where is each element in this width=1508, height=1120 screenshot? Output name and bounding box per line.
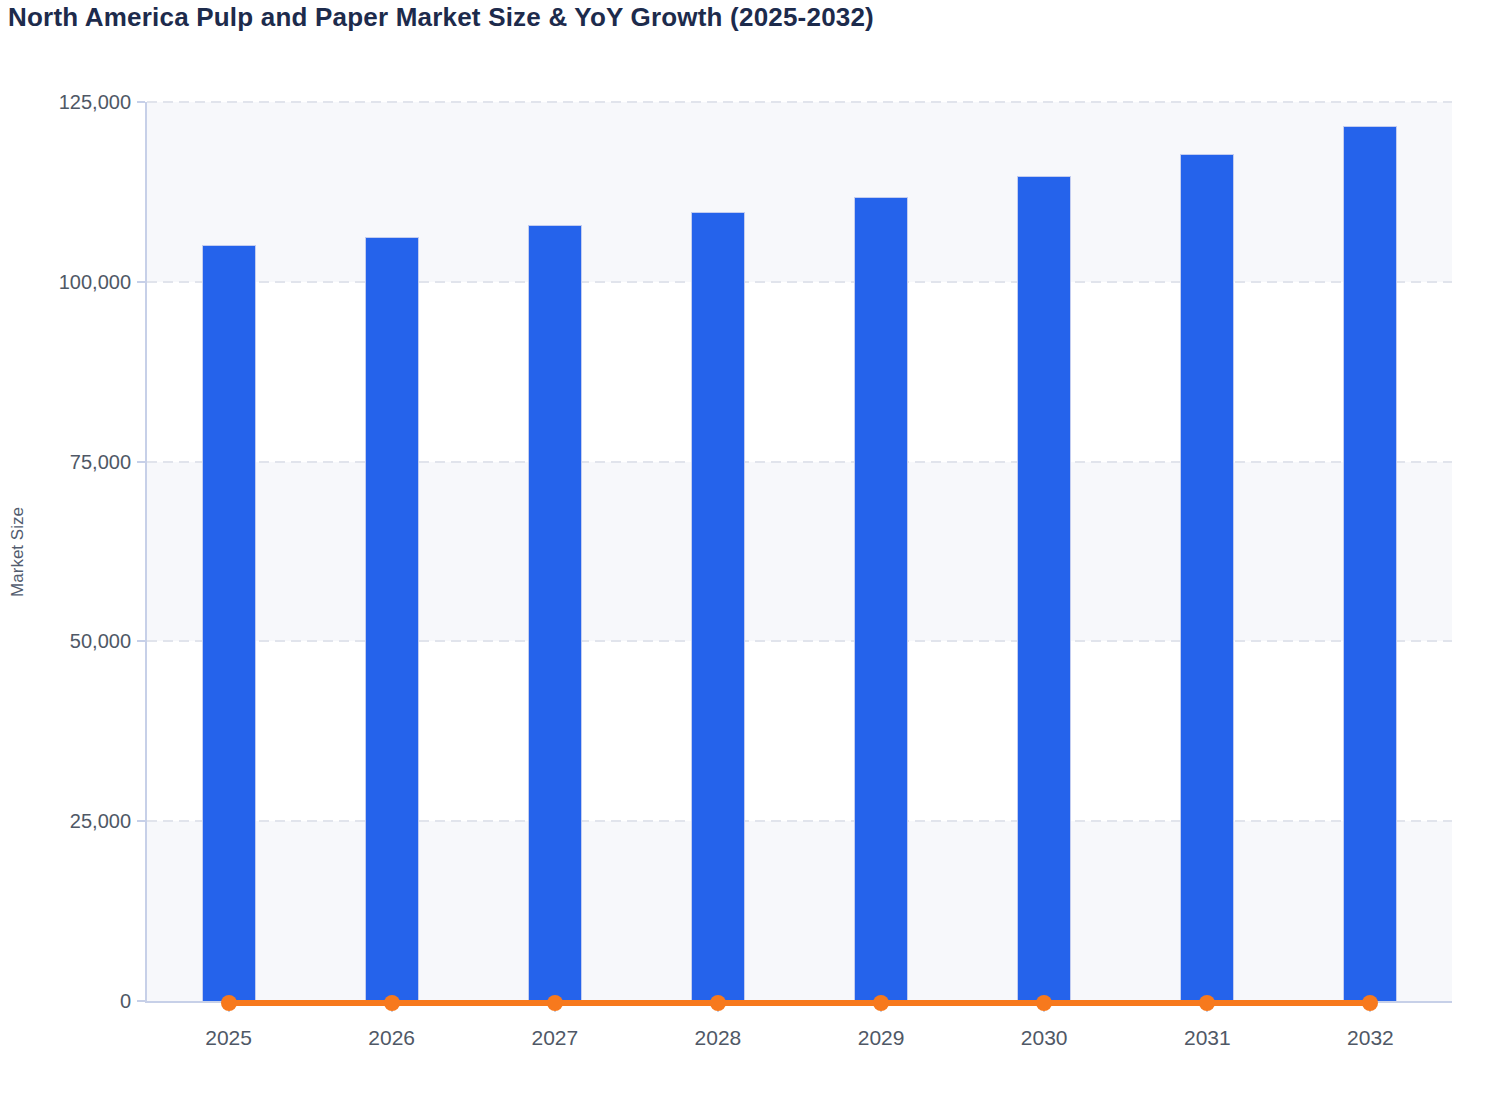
gridline: [147, 461, 1452, 463]
yoy-marker[interactable]: [710, 995, 726, 1011]
bar[interactable]: [1017, 176, 1071, 1001]
y-tick-mark: [137, 820, 145, 822]
bar[interactable]: [691, 212, 745, 1001]
y-axis-title: Market Size: [8, 507, 28, 597]
y-tick-mark: [137, 640, 145, 642]
gridline: [147, 640, 1452, 642]
x-tick-label: 2026: [332, 1026, 452, 1050]
x-tick-label: 2025: [169, 1026, 289, 1050]
yoy-marker[interactable]: [873, 995, 889, 1011]
yoy-marker[interactable]: [1036, 995, 1052, 1011]
x-tick-label: 2031: [1147, 1026, 1267, 1050]
yoy-marker[interactable]: [384, 995, 400, 1011]
gridline: [147, 281, 1452, 283]
bar[interactable]: [1180, 154, 1234, 1001]
chart-container: North America Pulp and Paper Market Size…: [0, 0, 1508, 1120]
chart-title: North America Pulp and Paper Market Size…: [8, 2, 874, 33]
y-tick-label: 100,000: [0, 270, 131, 294]
y-tick-mark: [137, 461, 145, 463]
bar[interactable]: [1343, 126, 1397, 1001]
bar[interactable]: [365, 237, 419, 1002]
x-tick-label: 2029: [821, 1026, 941, 1050]
yoy-marker[interactable]: [1199, 995, 1215, 1011]
yoy-marker[interactable]: [547, 995, 563, 1011]
plot-area: [145, 102, 1452, 1003]
bar[interactable]: [202, 245, 256, 1001]
bar[interactable]: [528, 225, 582, 1001]
y-tick-mark: [137, 1000, 145, 1002]
x-tick-label: 2030: [984, 1026, 1104, 1050]
bar[interactable]: [854, 197, 908, 1001]
gridline: [147, 820, 1452, 822]
x-tick-label: 2028: [658, 1026, 778, 1050]
yoy-marker[interactable]: [1362, 995, 1378, 1011]
x-tick-label: 2032: [1310, 1026, 1430, 1050]
y-tick-label: 75,000: [0, 450, 131, 474]
gridline: [147, 101, 1452, 103]
y-tick-label: 25,000: [0, 809, 131, 833]
y-tick-label: 50,000: [0, 629, 131, 653]
y-tick-label: 125,000: [0, 90, 131, 114]
y-tick-label: 0: [0, 989, 131, 1013]
x-tick-label: 2027: [495, 1026, 615, 1050]
y-axis-title-wrap: Market Size: [0, 102, 36, 1001]
yoy-marker[interactable]: [221, 995, 237, 1011]
y-tick-mark: [137, 281, 145, 283]
y-tick-mark: [137, 101, 145, 103]
